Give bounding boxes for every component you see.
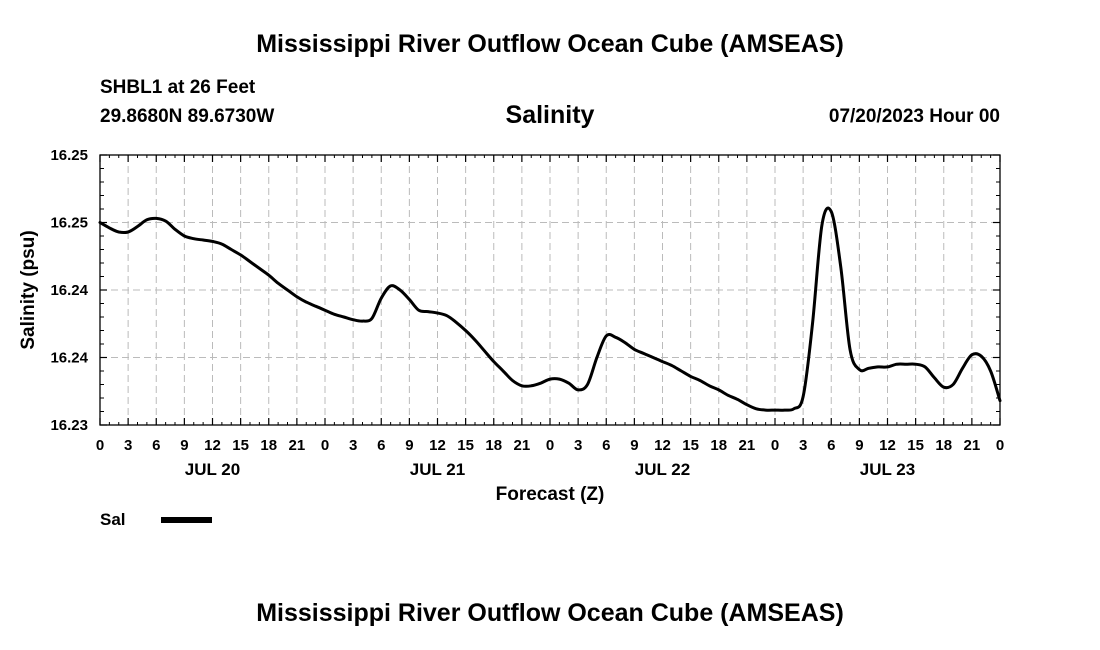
x-tick-label: 3 xyxy=(124,437,132,454)
footer-title: Mississippi River Outflow Ocean Cube (AM… xyxy=(256,599,844,627)
x-tick-label: 21 xyxy=(289,437,306,454)
x-axis-label: Forecast (Z) xyxy=(496,484,605,505)
legend-label: Sal xyxy=(100,510,126,529)
x-tick-label: 15 xyxy=(232,437,249,454)
x-tick-label: 15 xyxy=(907,437,924,454)
x-tick-label: 9 xyxy=(405,437,413,454)
y-tick-label: 16.25 xyxy=(50,147,88,164)
x-tick-label: 9 xyxy=(180,437,188,454)
x-tick-label: 12 xyxy=(879,437,896,454)
day-labels: JUL 20 JUL 21 JUL 22 JUL 23 xyxy=(185,460,915,479)
x-tick-label: 6 xyxy=(152,437,160,454)
variable-title: Salinity xyxy=(505,101,595,129)
x-tick-label: 6 xyxy=(602,437,610,454)
x-tick-label: 15 xyxy=(682,437,699,454)
x-tick-label: 12 xyxy=(654,437,671,454)
x-tick-label: 3 xyxy=(799,437,807,454)
y-axis-label: Salinity (psu) xyxy=(18,230,39,349)
x-tick-label: 3 xyxy=(349,437,357,454)
chart-title: Mississippi River Outflow Ocean Cube (AM… xyxy=(256,30,844,58)
x-tick-label: 0 xyxy=(321,437,329,454)
y-tick-labels: 16.23 16.24 16.24 16.25 16.25 xyxy=(50,147,88,434)
x-tick-label: 12 xyxy=(204,437,221,454)
station-coordinates: 29.8680N 89.6730W xyxy=(100,106,275,127)
x-tick-label: 0 xyxy=(96,437,104,454)
x-tick-label: 6 xyxy=(377,437,385,454)
day-label: JUL 21 xyxy=(410,460,465,479)
x-tick-label: 21 xyxy=(739,437,756,454)
day-label: JUL 23 xyxy=(860,460,915,479)
x-tick-label: 0 xyxy=(546,437,554,454)
series-line-sal xyxy=(98,206,1002,412)
forecast-datetime: 07/20/2023 Hour 00 xyxy=(828,106,1000,127)
x-tick-label: 12 xyxy=(429,437,446,454)
x-tick-labels: 0 3 6 9 12 15 18 21 0 3 6 9 12 15 18 21 0 3 6 9 12 15 18 21 0 3 6 9… xyxy=(96,437,1004,454)
y-tick-label: 16.25 xyxy=(50,215,88,232)
y-tick-label: 16.24 xyxy=(50,282,88,299)
day-label: JUL 20 xyxy=(185,460,240,479)
x-tick-label: 18 xyxy=(710,437,727,454)
day-label: JUL 22 xyxy=(635,460,690,479)
x-tick-label: 15 xyxy=(457,437,474,454)
x-tick-label: 18 xyxy=(485,437,502,454)
grid-lines xyxy=(99,154,1001,426)
plot-frame xyxy=(99,154,1001,426)
x-tick-label: 9 xyxy=(630,437,638,454)
major-ticks xyxy=(99,154,1001,426)
x-tick-label: 3 xyxy=(574,437,582,454)
x-tick-label: 9 xyxy=(855,437,863,454)
x-tick-label: 0 xyxy=(996,437,1004,454)
y-tick-label: 16.24 xyxy=(50,350,88,367)
x-tick-label: 18 xyxy=(260,437,277,454)
y-tick-label: 16.23 xyxy=(50,417,88,434)
x-tick-label: 18 xyxy=(935,437,952,454)
x-tick-label: 6 xyxy=(827,437,835,454)
x-tick-label: 21 xyxy=(964,437,981,454)
station-label: SHBL1 at 26 Feet xyxy=(100,77,256,98)
x-tick-label: 21 xyxy=(514,437,531,454)
x-tick-label: 0 xyxy=(771,437,779,454)
